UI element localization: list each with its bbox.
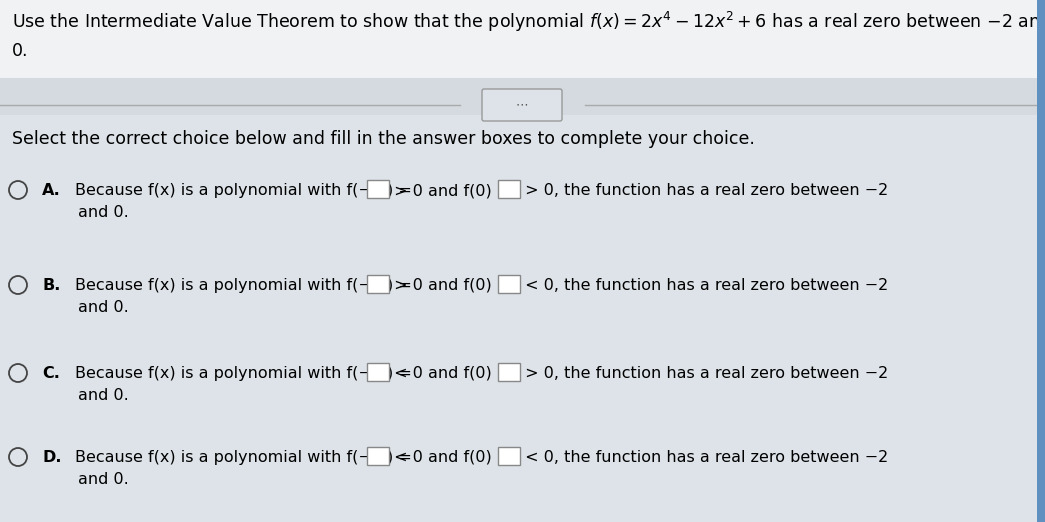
- Text: > 0 and f(0) =: > 0 and f(0) =: [390, 278, 516, 293]
- Circle shape: [9, 181, 27, 199]
- Text: Because f(x) is a polynomial with f(− 2) =: Because f(x) is a polynomial with f(− 2)…: [75, 366, 417, 381]
- Circle shape: [9, 448, 27, 466]
- Text: and 0.: and 0.: [78, 388, 129, 403]
- Bar: [498, 447, 520, 465]
- Text: Because f(x) is a polynomial with f(− 2) =: Because f(x) is a polynomial with f(− 2)…: [75, 278, 417, 293]
- Bar: [368, 363, 390, 381]
- Bar: [368, 275, 390, 293]
- Bar: [498, 363, 520, 381]
- Text: < 0 and f(0) =: < 0 and f(0) =: [390, 450, 516, 465]
- FancyBboxPatch shape: [482, 89, 562, 121]
- Text: and 0.: and 0.: [78, 300, 129, 315]
- Text: and 0.: and 0.: [78, 472, 129, 487]
- Text: C.: C.: [42, 366, 60, 381]
- Bar: [368, 447, 390, 465]
- Bar: [498, 275, 520, 293]
- Text: < 0, the function has a real zero between −2: < 0, the function has a real zero betwee…: [520, 278, 888, 293]
- Text: > 0, the function has a real zero between −2: > 0, the function has a real zero betwee…: [520, 366, 888, 381]
- Text: > 0, the function has a real zero between −2: > 0, the function has a real zero betwee…: [520, 183, 888, 198]
- Text: < 0 and f(0) =: < 0 and f(0) =: [390, 366, 516, 381]
- Text: A.: A.: [42, 183, 61, 198]
- Text: Because f(x) is a polynomial with f(− 2) =: Because f(x) is a polynomial with f(− 2)…: [75, 450, 417, 465]
- Circle shape: [9, 276, 27, 294]
- Text: Use the Intermediate Value Theorem to show that the polynomial $f(x)=2x^4-12x^2+: Use the Intermediate Value Theorem to sh…: [11, 10, 1045, 34]
- Text: Select the correct choice below and fill in the answer boxes to complete your ch: Select the correct choice below and fill…: [11, 130, 754, 148]
- Text: Because f(x) is a polynomial with f(− 2) =: Because f(x) is a polynomial with f(− 2)…: [75, 183, 417, 198]
- Bar: [1037, 0, 1045, 522]
- Bar: [368, 180, 390, 198]
- Text: < 0, the function has a real zero between −2: < 0, the function has a real zero betwee…: [520, 450, 888, 465]
- Bar: [0, 0, 1045, 78]
- Text: D.: D.: [42, 450, 62, 465]
- Text: and 0.: and 0.: [78, 205, 129, 220]
- Text: > 0 and f(0) =: > 0 and f(0) =: [390, 183, 516, 198]
- Circle shape: [9, 364, 27, 382]
- Text: 0.: 0.: [11, 42, 28, 60]
- Text: B.: B.: [42, 278, 61, 293]
- Bar: [0, 0, 1045, 115]
- Text: ⋯: ⋯: [516, 99, 529, 112]
- Bar: [498, 180, 520, 198]
